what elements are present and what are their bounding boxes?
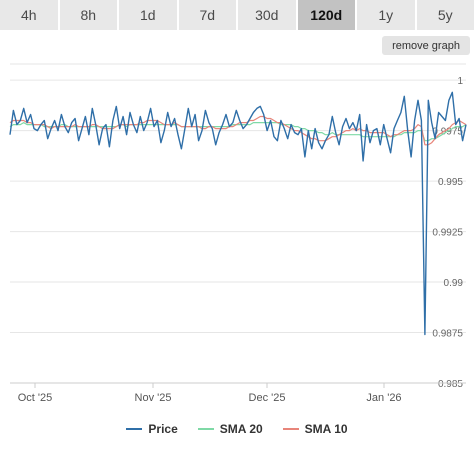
legend-swatch xyxy=(197,428,214,430)
x-tick-label: Nov '25 xyxy=(135,392,172,404)
timeframe-tabs: 4h 8h 1d 7d 30d 120d 1y 5y xyxy=(0,0,474,30)
tab-7d[interactable]: 7d xyxy=(178,0,236,30)
y-tick-label: 0.9875 xyxy=(432,329,463,340)
legend-label: Price xyxy=(148,422,178,436)
y-tick-label: 0.99 xyxy=(444,278,464,289)
x-tick-label: Dec '25 xyxy=(249,392,286,404)
tab-4h[interactable]: 4h xyxy=(0,0,58,30)
tab-8h[interactable]: 8h xyxy=(59,0,117,30)
chart-legend: Price SMA 20 SMA 10 xyxy=(0,420,474,438)
legend-label: SMA 10 xyxy=(304,422,348,436)
x-tick-label: Jan '26 xyxy=(366,392,401,404)
legend-item-price[interactable]: Price xyxy=(126,422,178,436)
y-tick-label: 1 xyxy=(457,76,463,87)
x-tick-label: Oct '25 xyxy=(18,392,53,404)
tab-1y[interactable]: 1y xyxy=(357,0,415,30)
legend-label: SMA 20 xyxy=(219,422,263,436)
y-tick-label: 0.995 xyxy=(438,177,463,188)
legend-swatch xyxy=(126,428,143,430)
y-tick-label: 0.9925 xyxy=(432,228,463,239)
tab-1d[interactable]: 1d xyxy=(119,0,177,30)
legend-item-sma-10[interactable]: SMA 10 xyxy=(282,422,348,436)
y-tick-label: 0.9975 xyxy=(432,127,463,138)
price-series-line xyxy=(9,91,467,336)
tab-30d[interactable]: 30d xyxy=(238,0,296,30)
y-tick-label: 0.985 xyxy=(438,379,463,390)
tab-5y[interactable]: 5y xyxy=(416,0,474,30)
legend-swatch xyxy=(282,428,299,430)
sma-10-series-line xyxy=(9,115,467,146)
remove-graph-button[interactable]: remove graph xyxy=(382,36,470,55)
tab-120d[interactable]: 120d xyxy=(297,0,355,30)
legend-item-sma-20[interactable]: SMA 20 xyxy=(197,422,263,436)
